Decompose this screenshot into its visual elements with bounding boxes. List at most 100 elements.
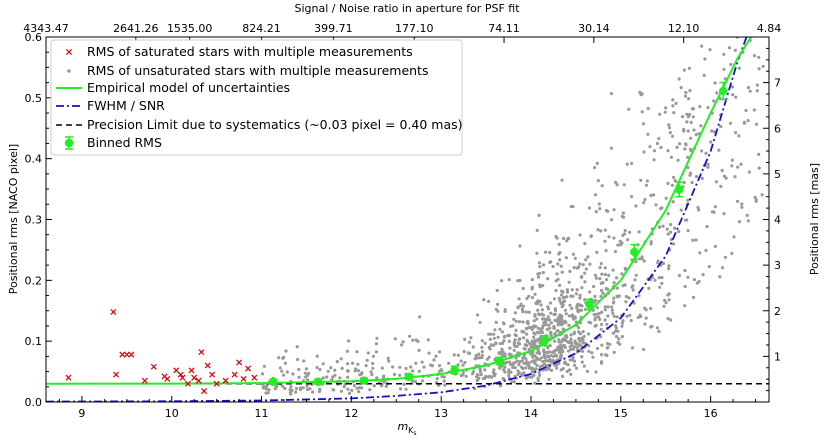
unsaturated-star-point	[463, 360, 467, 365]
unsaturated-star-point	[595, 346, 600, 351]
unsaturated-star-point	[498, 366, 502, 370]
unsaturated-star-point	[652, 193, 656, 197]
unsaturated-star-point	[591, 355, 595, 359]
unsaturated-star-point	[683, 147, 687, 151]
unsaturated-star-point	[614, 326, 619, 330]
unsaturated-star-point	[483, 376, 487, 380]
unsaturated-star-point	[678, 142, 682, 146]
unsaturated-star-point	[561, 327, 565, 331]
unsaturated-star-point	[571, 347, 575, 351]
unsaturated-star-point	[575, 345, 579, 349]
unsaturated-star-point	[683, 94, 688, 98]
unsaturated-star-point	[658, 285, 662, 289]
unsaturated-star-point	[426, 338, 430, 342]
x-tick-label: 11	[255, 407, 269, 420]
unsaturated-star-point	[496, 335, 500, 339]
unsaturated-star-point	[760, 193, 764, 197]
unsaturated-star-point	[374, 342, 378, 346]
unsaturated-star-point	[502, 335, 506, 339]
unsaturated-star-point	[374, 350, 378, 354]
unsaturated-star-point	[564, 334, 569, 338]
unsaturated-star-point	[568, 345, 572, 349]
unsaturated-star-point	[666, 293, 670, 297]
unsaturated-star-point	[713, 81, 717, 85]
unsaturated-star-point	[555, 348, 559, 352]
unsaturated-star-point	[544, 320, 548, 324]
x-axis-label-main: m	[397, 420, 408, 433]
unsaturated-star-point	[599, 327, 603, 331]
unsaturated-star-point	[525, 343, 529, 348]
unsaturated-star-point	[664, 106, 668, 110]
unsaturated-star-point	[649, 240, 653, 244]
unsaturated-star-point	[620, 335, 625, 339]
unsaturated-star-point	[673, 226, 677, 230]
unsaturated-star-point	[420, 360, 424, 364]
unsaturated-star-point	[587, 344, 591, 348]
unsaturated-star-point	[280, 369, 284, 373]
unsaturated-star-point	[459, 373, 463, 378]
unsaturated-star-point	[691, 295, 696, 299]
unsaturated-star-point	[633, 278, 637, 282]
unsaturated-star-point	[525, 296, 529, 301]
binned-rms-point	[674, 185, 684, 194]
unsaturated-star-point	[503, 361, 508, 365]
unsaturated-star-point	[400, 343, 404, 347]
unsaturated-star-point	[289, 385, 293, 389]
unsaturated-star-point	[533, 381, 537, 385]
unsaturated-star-point	[392, 372, 397, 377]
saturated-star-point	[113, 371, 120, 378]
unsaturated-star-point	[521, 286, 525, 291]
unsaturated-star-point	[503, 365, 507, 369]
unsaturated-star-point	[734, 131, 738, 135]
unsaturated-star-point	[611, 311, 615, 315]
top-tick-label: 824.21	[242, 22, 281, 35]
unsaturated-star-point	[358, 373, 362, 377]
unsaturated-star-point	[386, 356, 390, 360]
unsaturated-star-point	[469, 336, 473, 340]
unsaturated-star-point	[543, 317, 547, 321]
saturated-star-point	[110, 308, 117, 315]
unsaturated-star-point	[606, 287, 610, 291]
unsaturated-star-point	[603, 239, 607, 243]
unsaturated-star-point	[539, 303, 543, 307]
unsaturated-star-point	[596, 228, 600, 232]
unsaturated-star-point	[490, 375, 494, 379]
unsaturated-star-point	[715, 91, 719, 95]
unsaturated-star-point	[561, 303, 565, 307]
unsaturated-star-point	[603, 308, 607, 312]
unsaturated-star-point	[655, 141, 660, 146]
unsaturated-star-point	[480, 350, 484, 354]
unsaturated-star-point	[404, 366, 408, 371]
unsaturated-star-point	[607, 235, 611, 239]
unsaturated-star-point	[733, 175, 737, 179]
unsaturated-star-point	[698, 251, 702, 255]
unsaturated-star-point	[566, 363, 570, 367]
unsaturated-star-point	[578, 262, 582, 266]
fwhm-snr-curve	[46, 37, 748, 402]
unsaturated-star-point	[583, 271, 587, 275]
unsaturated-star-point	[522, 336, 526, 340]
unsaturated-star-point	[580, 360, 584, 364]
unsaturated-star-point	[339, 389, 344, 393]
unsaturated-star-point	[478, 320, 482, 324]
unsaturated-star-point	[560, 289, 564, 293]
unsaturated-star-point	[560, 293, 564, 297]
unsaturated-star-point	[557, 338, 561, 342]
saturated-star-point	[119, 351, 126, 358]
unsaturated-star-point	[593, 294, 597, 298]
unsaturated-star-point	[684, 142, 688, 146]
unsaturated-star-point	[757, 67, 761, 71]
unsaturated-star-point	[567, 368, 572, 372]
unsaturated-star-point	[727, 46, 732, 50]
unsaturated-star-point	[508, 346, 512, 350]
unsaturated-star-point	[620, 272, 624, 276]
unsaturated-star-point	[598, 317, 602, 321]
unsaturated-star-point	[510, 380, 514, 384]
unsaturated-star-point	[583, 280, 587, 284]
saturated-star-point	[213, 380, 220, 387]
unsaturated-star-point	[603, 318, 607, 322]
unsaturated-star-point	[533, 313, 537, 317]
unsaturated-star-point	[479, 373, 483, 377]
unsaturated-star-point	[692, 128, 696, 132]
